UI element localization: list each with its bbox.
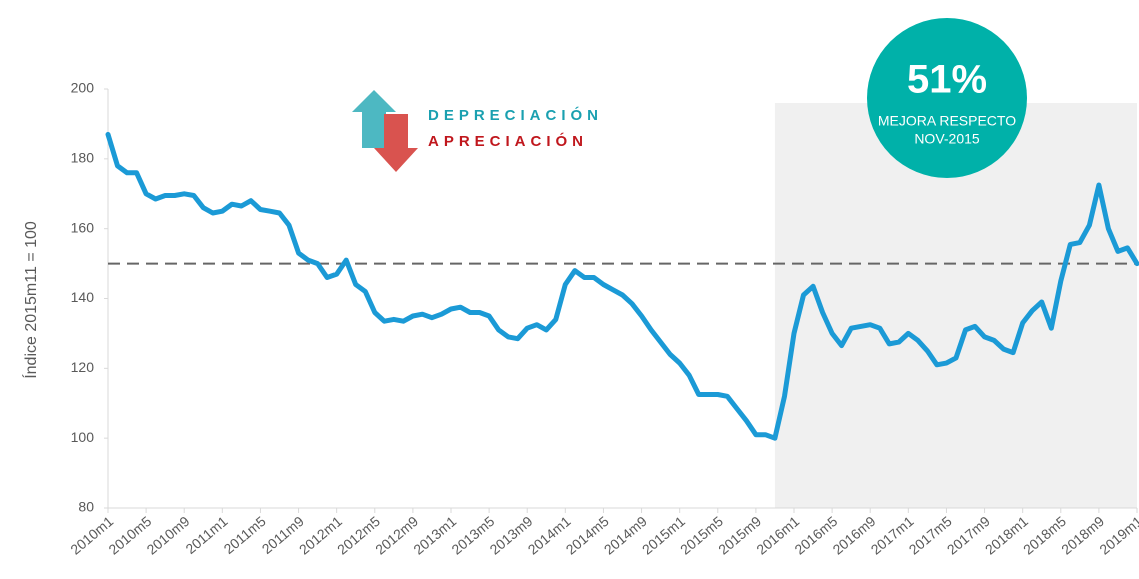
x-tick-label: 2011m1 bbox=[182, 513, 230, 557]
y-tick-label: 120 bbox=[71, 359, 95, 375]
legend-arrows bbox=[352, 90, 418, 172]
badge-line: NOV-2015 bbox=[914, 131, 980, 147]
y-tick-label: 80 bbox=[78, 499, 94, 515]
y-tick-label: 100 bbox=[71, 429, 95, 445]
line bbox=[105, 131, 1139, 441]
legend-down: APRECIACIÓN bbox=[428, 132, 588, 150]
y-axis-label: Índice 2015m11 = 100 bbox=[21, 221, 40, 379]
badge bbox=[867, 18, 1027, 178]
y-tick-label: 200 bbox=[71, 80, 95, 96]
down-arrow bbox=[374, 114, 418, 172]
y-tick-label: 180 bbox=[71, 150, 95, 166]
x-tick-label: 2019m1 bbox=[1096, 513, 1139, 558]
x-tick-label: 2010m9 bbox=[143, 513, 192, 558]
badge-line: MEJORA RESPECTO bbox=[878, 113, 1016, 129]
y-tick-label: 140 bbox=[71, 289, 95, 305]
badge-value: 51% bbox=[907, 58, 987, 102]
legend-up: DEPRECIACIÓN bbox=[428, 106, 603, 124]
y-tick-label: 160 bbox=[71, 219, 95, 235]
x-tick-label: 2011m5 bbox=[221, 513, 269, 557]
